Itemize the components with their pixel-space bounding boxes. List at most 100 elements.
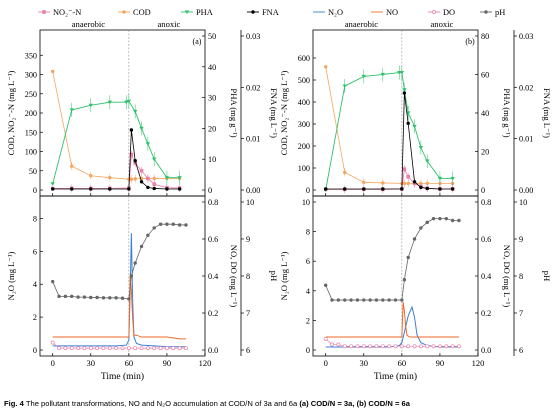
legend-item: COD (118, 8, 151, 17)
data-point (50, 340, 55, 345)
data-point (402, 167, 407, 171)
y2-tick-label: 0.8 (208, 198, 218, 207)
legend-marker (484, 10, 488, 14)
y3-axis-label: pH (269, 271, 279, 282)
y-axis-label: COD, NO₂⁻-N (mg L⁻¹) (279, 70, 289, 155)
caption-part-a: (a) COD/N = 3a, (299, 399, 355, 408)
y3-tick-label: 0.03 (246, 32, 260, 41)
y3-tick-label: 0.02 (519, 83, 533, 92)
legend-marker (122, 10, 126, 14)
data-point (343, 170, 347, 175)
y3-axis-label: pH (542, 271, 552, 282)
y-axis-label: N₂O (mg L⁻¹) (279, 251, 289, 300)
data-point (177, 187, 182, 191)
x-tick-label: 90 (163, 358, 172, 368)
legend-item: N₂O (313, 8, 343, 17)
data-point (361, 74, 366, 79)
y-tick-label: 100 (298, 164, 310, 173)
series-DO (50, 340, 188, 351)
y2-axis-label: NO, DO (mg L⁻¹) (502, 245, 512, 308)
x-tick-label: 0 (51, 358, 55, 368)
legend-item: NO₂⁻-N (38, 8, 81, 17)
y-tick-label: 6 (33, 247, 37, 256)
data-point (152, 226, 156, 230)
data-point (387, 298, 391, 302)
y3-tick-label: 9 (519, 235, 523, 244)
data-point (152, 176, 156, 181)
series-line (325, 218, 459, 301)
series-line (325, 66, 453, 184)
y-tick-label: 200 (25, 109, 37, 118)
data-point (355, 344, 360, 349)
data-point (349, 298, 353, 302)
data-point (89, 295, 93, 300)
y-tick-label: 300 (25, 71, 37, 80)
data-point (164, 176, 170, 180)
series-NO (325, 301, 459, 338)
series-DO (323, 336, 461, 349)
legend-item: FNA (247, 8, 279, 17)
y-tick-label: 600 (298, 54, 310, 63)
data-point (450, 344, 455, 349)
legend-item: NO (371, 8, 398, 17)
legend-item: pH (480, 8, 505, 17)
phase-label-anoxic: anoxic (430, 19, 453, 29)
data-point (69, 346, 74, 351)
y-axis-label: N₂O (mg L⁻¹) (6, 251, 16, 300)
y2-tick-label: 0.6 (208, 235, 218, 244)
phase-label-anaerobic: anaerobic (72, 19, 106, 29)
data-point (402, 88, 407, 92)
data-point (88, 346, 93, 351)
y3-tick-label: 8 (519, 272, 523, 281)
data-point (139, 168, 144, 173)
data-point (114, 296, 118, 300)
series-PHA (323, 65, 455, 192)
series-pH (50, 222, 188, 301)
data-point (438, 216, 442, 221)
y-tick-label: 2 (306, 316, 310, 325)
data-point (171, 346, 176, 351)
data-point (457, 218, 461, 223)
series-line (52, 129, 180, 190)
y3-tick-label: 10 (246, 198, 254, 207)
y-tick-label: 10 (302, 198, 310, 207)
series-N₂O (325, 305, 459, 348)
panel-a-bottom: 0 30 60 90 120 Time (min) 0 2 4 6 8 N₂O (mg L⁻¹) 0.0… (6, 195, 279, 382)
data-point (450, 187, 455, 191)
plot-frame (39, 29, 206, 197)
x-tick-label: 30 (87, 358, 96, 368)
data-point (126, 99, 132, 104)
y2-tick-label: 0 (208, 186, 212, 195)
y3-axis-label: FNA (mg L⁻¹) (542, 88, 552, 138)
data-point (323, 65, 328, 69)
data-point (120, 296, 125, 300)
data-point (336, 342, 341, 347)
data-point (129, 128, 134, 132)
data-point (63, 346, 68, 351)
data-point (152, 186, 156, 191)
y2-tick-label: 0.8 (481, 198, 491, 207)
series-line (52, 275, 186, 340)
legend-item: PHA (181, 8, 213, 17)
x-tick-label: 120 (199, 358, 212, 368)
y3-tick-label: 0.03 (519, 32, 533, 41)
data-point (89, 174, 93, 178)
data-point (152, 157, 157, 162)
y3-tick-label: 0.00 (246, 186, 260, 195)
y2-tick-label: 0 (481, 186, 485, 195)
data-point (108, 296, 112, 300)
series-line (325, 305, 459, 348)
data-point (133, 161, 137, 165)
data-point (342, 84, 347, 89)
data-point (158, 222, 163, 226)
y-tick-label: 0 (33, 186, 37, 195)
y2-tick-label: 60 (481, 71, 489, 80)
y2-tick-label: 0.6 (481, 235, 491, 244)
legend-label: FNA (262, 8, 279, 17)
phase-label-anaerobic: anaerobic (345, 19, 379, 29)
x-tick-label: 60 (398, 358, 407, 368)
y2-tick-label: 0.4 (481, 272, 491, 281)
x-tick-label: 60 (125, 358, 134, 368)
y-axis-label: COD, NO₂⁻-N (mg L⁻¹) (6, 70, 16, 155)
data-point (361, 344, 366, 349)
